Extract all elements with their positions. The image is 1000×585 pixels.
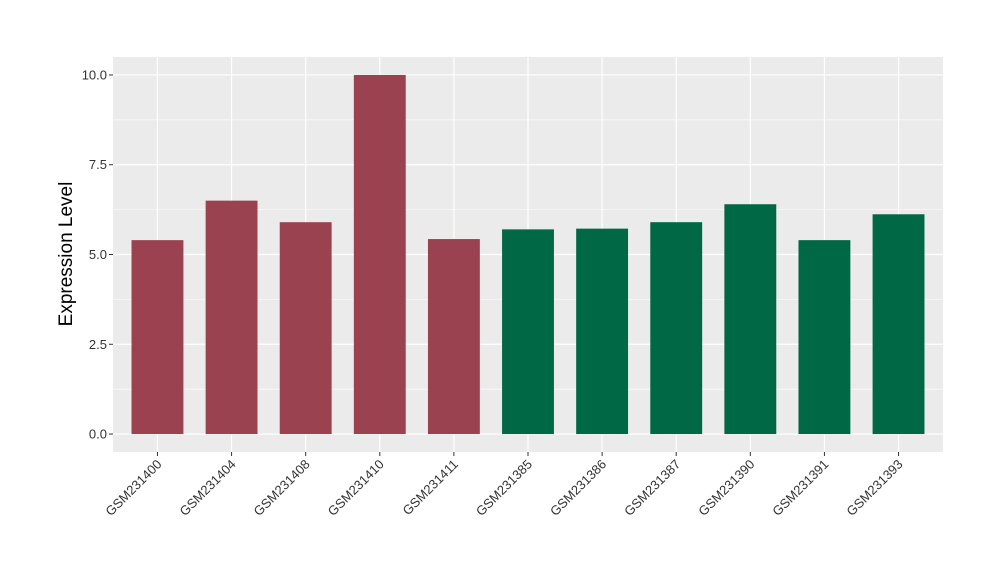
bar-GSM231393	[872, 214, 925, 435]
bar-GSM231404	[205, 200, 258, 435]
x-tick-label: GSM231404	[176, 457, 238, 519]
bar-GSM231390	[724, 204, 777, 435]
x-tick-label: GSM231386	[547, 457, 609, 519]
x-tick-label: GSM231411	[399, 457, 461, 519]
y-tick-label: 0.0	[89, 427, 107, 442]
x-tick-label: GSM231408	[251, 457, 313, 519]
y-tick-label: 10.0	[82, 67, 107, 82]
bar-GSM231385	[502, 229, 554, 435]
bar-GSM231391	[798, 240, 851, 435]
x-tick-label: GSM231387	[621, 457, 683, 519]
x-tick-label: GSM231390	[695, 457, 757, 519]
y-tick-label: 2.5	[89, 337, 107, 352]
x-tick-label: GSM231400	[102, 457, 164, 519]
bars	[131, 74, 925, 435]
y-axis: 0.0 2.5 5.0 7.5 10.0	[82, 67, 113, 442]
bar-GSM231410	[353, 74, 406, 435]
y-axis-title: Expression Level	[56, 182, 77, 327]
x-tick-label: GSM231410	[325, 457, 387, 519]
bar-GSM231411	[427, 239, 480, 435]
x-tick-label: GSM231393	[843, 457, 905, 519]
y-tick-label: 7.5	[89, 157, 107, 172]
bar-GSM231408	[279, 222, 332, 435]
x-tick-label: GSM231385	[473, 457, 535, 519]
y-tick-label: 5.0	[89, 247, 107, 262]
bar-GSM231386	[576, 228, 629, 435]
x-axis: GSM231400 GSM231404 GSM231408 GSM231410 GSM2…	[102, 452, 906, 519]
bar-GSM231387	[650, 222, 703, 435]
bar-GSM231400	[131, 240, 184, 435]
x-tick-label: GSM231391	[769, 457, 831, 519]
